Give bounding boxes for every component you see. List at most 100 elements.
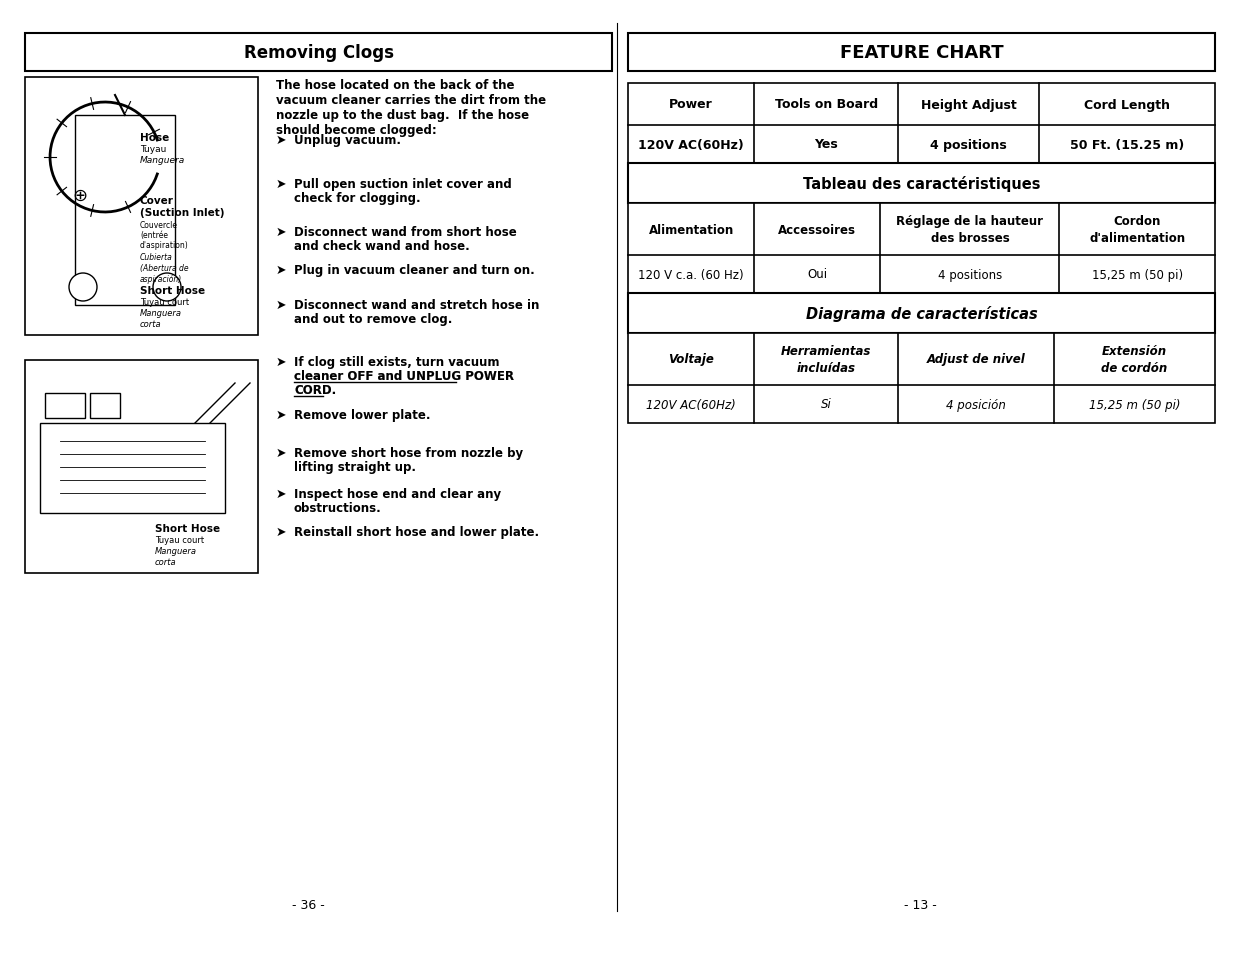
Text: 15,25 m (50 pi): 15,25 m (50 pi) — [1092, 268, 1183, 281]
Text: ➤: ➤ — [275, 298, 287, 312]
Text: Cover: Cover — [140, 195, 174, 206]
Text: Cubierta: Cubierta — [140, 253, 173, 262]
Text: aspiración): aspiración) — [140, 274, 183, 284]
Text: Adjust de nivel: Adjust de nivel — [926, 354, 1025, 366]
Text: obstructions.: obstructions. — [294, 501, 382, 515]
Text: Plug in vacuum cleaner and turn on.: Plug in vacuum cleaner and turn on. — [294, 264, 535, 276]
Text: Remove short hose from nozzle by: Remove short hose from nozzle by — [294, 447, 524, 459]
Bar — [44, 394, 85, 418]
Text: vacuum cleaner carries the dirt from the: vacuum cleaner carries the dirt from the — [275, 94, 546, 107]
Text: Short Hose: Short Hose — [156, 523, 220, 534]
Text: (entrée: (entrée — [140, 231, 168, 240]
Text: If clog still exists, turn vacuum: If clog still exists, turn vacuum — [294, 355, 499, 369]
Text: 4 positions: 4 positions — [937, 268, 1002, 281]
Text: 4 posición: 4 posición — [946, 398, 1005, 411]
Text: ➤: ➤ — [275, 525, 287, 538]
Text: Manguera: Manguera — [140, 156, 185, 165]
Text: 15,25 m (50 pi): 15,25 m (50 pi) — [1088, 398, 1179, 411]
Text: Voltaje: Voltaje — [668, 354, 714, 366]
Text: cleaner OFF and UNPLUG POWER: cleaner OFF and UNPLUG POWER — [294, 370, 514, 382]
Text: Si: Si — [821, 398, 831, 411]
Circle shape — [153, 274, 182, 302]
Text: Yes: Yes — [814, 138, 839, 152]
Text: Extensión
de cordón: Extensión de cordón — [1102, 345, 1167, 375]
Text: - 13 -: - 13 - — [904, 898, 936, 911]
Text: 4 positions: 4 positions — [930, 138, 1007, 152]
Text: Inspect hose end and clear any: Inspect hose end and clear any — [294, 488, 501, 500]
Text: corta: corta — [140, 319, 162, 329]
Text: Réglage de la hauteur
des brosses: Réglage de la hauteur des brosses — [897, 214, 1044, 245]
Text: ➤: ➤ — [275, 488, 287, 500]
Text: Reinstall short hose and lower plate.: Reinstall short hose and lower plate. — [294, 525, 540, 538]
Text: ⊕: ⊕ — [73, 187, 88, 205]
Text: CORD.: CORD. — [294, 384, 336, 396]
Bar — [629, 204, 1215, 294]
Bar — [40, 423, 225, 514]
Text: cleaner OFF and UNPLUG POWER: cleaner OFF and UNPLUG POWER — [294, 370, 514, 382]
Text: lifting straight up.: lifting straight up. — [294, 460, 416, 474]
Text: Tuyau: Tuyau — [140, 145, 167, 153]
Text: ➤: ➤ — [275, 133, 287, 147]
Text: Diagrama de características: Diagrama de características — [805, 306, 1037, 322]
Text: 120 V c.a. (60 Hz): 120 V c.a. (60 Hz) — [638, 268, 743, 281]
Text: CORD.: CORD. — [294, 384, 336, 396]
Bar — [90, 394, 120, 418]
Text: ➤: ➤ — [275, 447, 287, 459]
Text: Oui: Oui — [808, 268, 827, 281]
Text: Tuyau court: Tuyau court — [140, 297, 189, 307]
Text: The hose located on the back of the: The hose located on the back of the — [275, 79, 515, 91]
Bar — [629, 84, 1215, 164]
Bar — [25, 34, 613, 71]
Text: Removing Clogs: Removing Clogs — [243, 44, 394, 62]
Text: FEATURE CHART: FEATURE CHART — [840, 44, 1003, 62]
Text: Tools on Board: Tools on Board — [774, 98, 878, 112]
Text: Cord Length: Cord Length — [1084, 98, 1170, 112]
Bar — [629, 334, 1215, 423]
Text: Short Hose: Short Hose — [140, 286, 205, 295]
Bar — [25, 360, 258, 574]
Bar — [25, 78, 258, 335]
Text: nozzle up to the dust bag.  If the hose: nozzle up to the dust bag. If the hose — [275, 109, 529, 122]
Text: (Suction Inlet): (Suction Inlet) — [140, 208, 225, 218]
Text: Manguera: Manguera — [140, 309, 182, 317]
Text: ➤: ➤ — [275, 226, 287, 239]
Text: 50 Ft. (15.25 m): 50 Ft. (15.25 m) — [1070, 138, 1184, 152]
Text: Height Adjust: Height Adjust — [920, 98, 1016, 112]
Text: Disconnect wand and stretch hose in: Disconnect wand and stretch hose in — [294, 298, 540, 312]
Text: Unplug vacuum.: Unplug vacuum. — [294, 133, 401, 147]
Text: Herramientas
incluídas: Herramientas incluídas — [781, 345, 872, 375]
Text: - 36 -: - 36 - — [291, 898, 325, 911]
Text: d'aspiration): d'aspiration) — [140, 241, 189, 250]
Text: Accessoires: Accessoires — [778, 223, 856, 236]
Text: corta: corta — [156, 558, 177, 566]
Text: (Abertura de: (Abertura de — [140, 264, 189, 273]
Bar — [629, 164, 1215, 204]
Text: Hose: Hose — [140, 132, 169, 143]
Circle shape — [69, 274, 98, 302]
Text: Manguera: Manguera — [156, 546, 198, 556]
Text: Alimentation: Alimentation — [648, 223, 734, 236]
Text: Tuyau court: Tuyau court — [156, 536, 204, 544]
Text: ➤: ➤ — [275, 355, 287, 369]
Text: ➤: ➤ — [275, 264, 287, 276]
Text: and out to remove clog.: and out to remove clog. — [294, 313, 452, 326]
Text: check for clogging.: check for clogging. — [294, 192, 421, 205]
Bar — [629, 294, 1215, 334]
Text: 120V AC(60Hz): 120V AC(60Hz) — [646, 398, 736, 411]
Text: Couvercle: Couvercle — [140, 221, 178, 230]
Text: ➤: ➤ — [275, 178, 287, 191]
Text: Disconnect wand from short hose: Disconnect wand from short hose — [294, 226, 516, 239]
Text: Tableau des caractéristiques: Tableau des caractéristiques — [803, 175, 1040, 192]
Text: Power: Power — [669, 98, 713, 112]
Bar — [629, 34, 1215, 71]
Text: ➤: ➤ — [275, 409, 287, 421]
Text: cleaner OFF and UNPLUG POWER: cleaner OFF and UNPLUG POWER — [294, 370, 514, 382]
Text: 120V AC(60Hz): 120V AC(60Hz) — [638, 138, 743, 152]
Text: and check wand and hose.: and check wand and hose. — [294, 240, 469, 253]
Text: Cordon
d'alimentation: Cordon d'alimentation — [1089, 214, 1186, 245]
Text: CORD.: CORD. — [294, 384, 336, 396]
Text: Pull open suction inlet cover and: Pull open suction inlet cover and — [294, 178, 511, 191]
Text: Remove lower plate.: Remove lower plate. — [294, 409, 431, 421]
Text: should become clogged:: should become clogged: — [275, 124, 437, 137]
Bar — [75, 116, 175, 306]
